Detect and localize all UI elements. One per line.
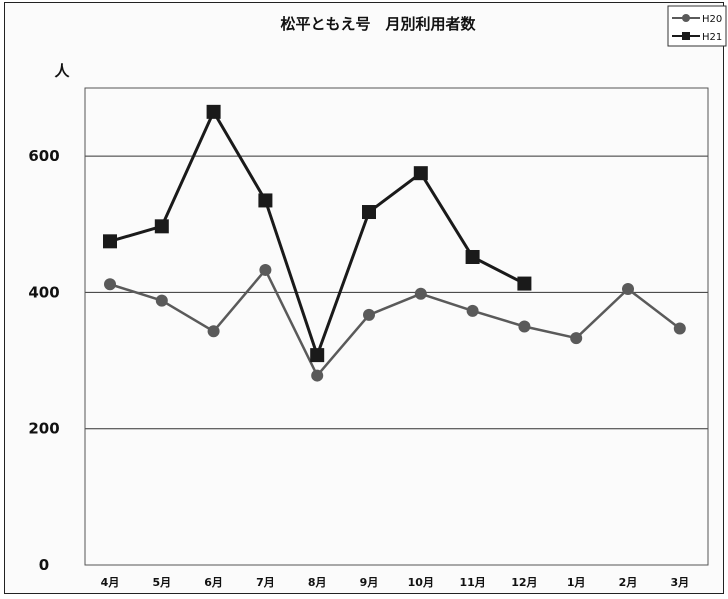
series-h21 bbox=[103, 104, 532, 363]
x-tick-label: 8月 bbox=[308, 576, 327, 589]
data-point-h21 bbox=[206, 104, 221, 119]
legend-label-h21: H21 bbox=[702, 32, 722, 43]
data-point-h21 bbox=[362, 205, 376, 220]
data-point-h21 bbox=[517, 276, 532, 291]
data-point-h20 bbox=[155, 294, 168, 307]
data-point-h20 bbox=[207, 325, 220, 338]
x-tick-label: 2月 bbox=[619, 576, 638, 589]
data-point-h21 bbox=[413, 166, 428, 181]
y-axis-ticks: 0 200 400 600 bbox=[28, 147, 59, 574]
legend-label-h20: H20 bbox=[702, 14, 722, 25]
x-tick-label: 4月 bbox=[101, 576, 120, 589]
x-tick-label: 7月 bbox=[256, 576, 275, 589]
x-tick-label: 12月 bbox=[511, 576, 537, 589]
y-tick-label: 0 bbox=[39, 556, 49, 574]
x-tick-label: 5月 bbox=[152, 576, 171, 589]
grid-layer bbox=[85, 155, 708, 430]
data-point-h20 bbox=[673, 322, 686, 335]
x-tick-label: 11月 bbox=[459, 576, 485, 589]
data-point-h20 bbox=[466, 304, 479, 317]
x-axis-ticks: 4月 5月 6月 7月 8月 9月 10月 11月 12月 1月 2月 3月 bbox=[101, 576, 689, 589]
legend-marker-h20 bbox=[682, 14, 690, 22]
x-tick-label: 9月 bbox=[360, 576, 379, 589]
data-point-h21 bbox=[310, 348, 325, 363]
data-point-h21 bbox=[154, 219, 169, 234]
chart-frame bbox=[4, 2, 724, 594]
chart-title: 松平ともえ号 月別利用者数 bbox=[280, 15, 476, 33]
y-tick-label: 200 bbox=[28, 420, 59, 438]
data-point-h20 bbox=[518, 320, 531, 333]
data-point-h20 bbox=[414, 287, 427, 300]
data-point-h21 bbox=[258, 193, 273, 208]
legend: H20 H21 bbox=[667, 5, 727, 47]
y-axis-unit-label: 人 bbox=[54, 62, 70, 80]
data-point-h21 bbox=[103, 234, 117, 249]
legend-box bbox=[667, 5, 727, 47]
y-tick-label: 600 bbox=[28, 147, 59, 165]
series-line-h20 bbox=[109, 268, 681, 377]
x-tick-label: 1月 bbox=[567, 576, 586, 589]
x-tick-label: 6月 bbox=[204, 576, 223, 589]
data-point-h21 bbox=[465, 249, 480, 264]
data-point-h20 bbox=[622, 283, 634, 296]
series-line-h21 bbox=[109, 110, 526, 357]
plot-border bbox=[84, 87, 709, 566]
data-point-h20 bbox=[570, 332, 583, 345]
series-layer bbox=[103, 104, 686, 382]
series-h20 bbox=[104, 263, 686, 382]
x-tick-label: 3月 bbox=[670, 576, 689, 589]
x-tick-label: 10月 bbox=[408, 576, 434, 589]
data-point-h20 bbox=[259, 263, 272, 276]
data-point-h20 bbox=[363, 308, 375, 321]
plot-area bbox=[84, 87, 709, 566]
data-point-h20 bbox=[104, 278, 116, 291]
y-tick-label: 400 bbox=[28, 283, 59, 301]
data-point-h20 bbox=[311, 369, 324, 382]
legend-marker-h21 bbox=[682, 32, 690, 40]
